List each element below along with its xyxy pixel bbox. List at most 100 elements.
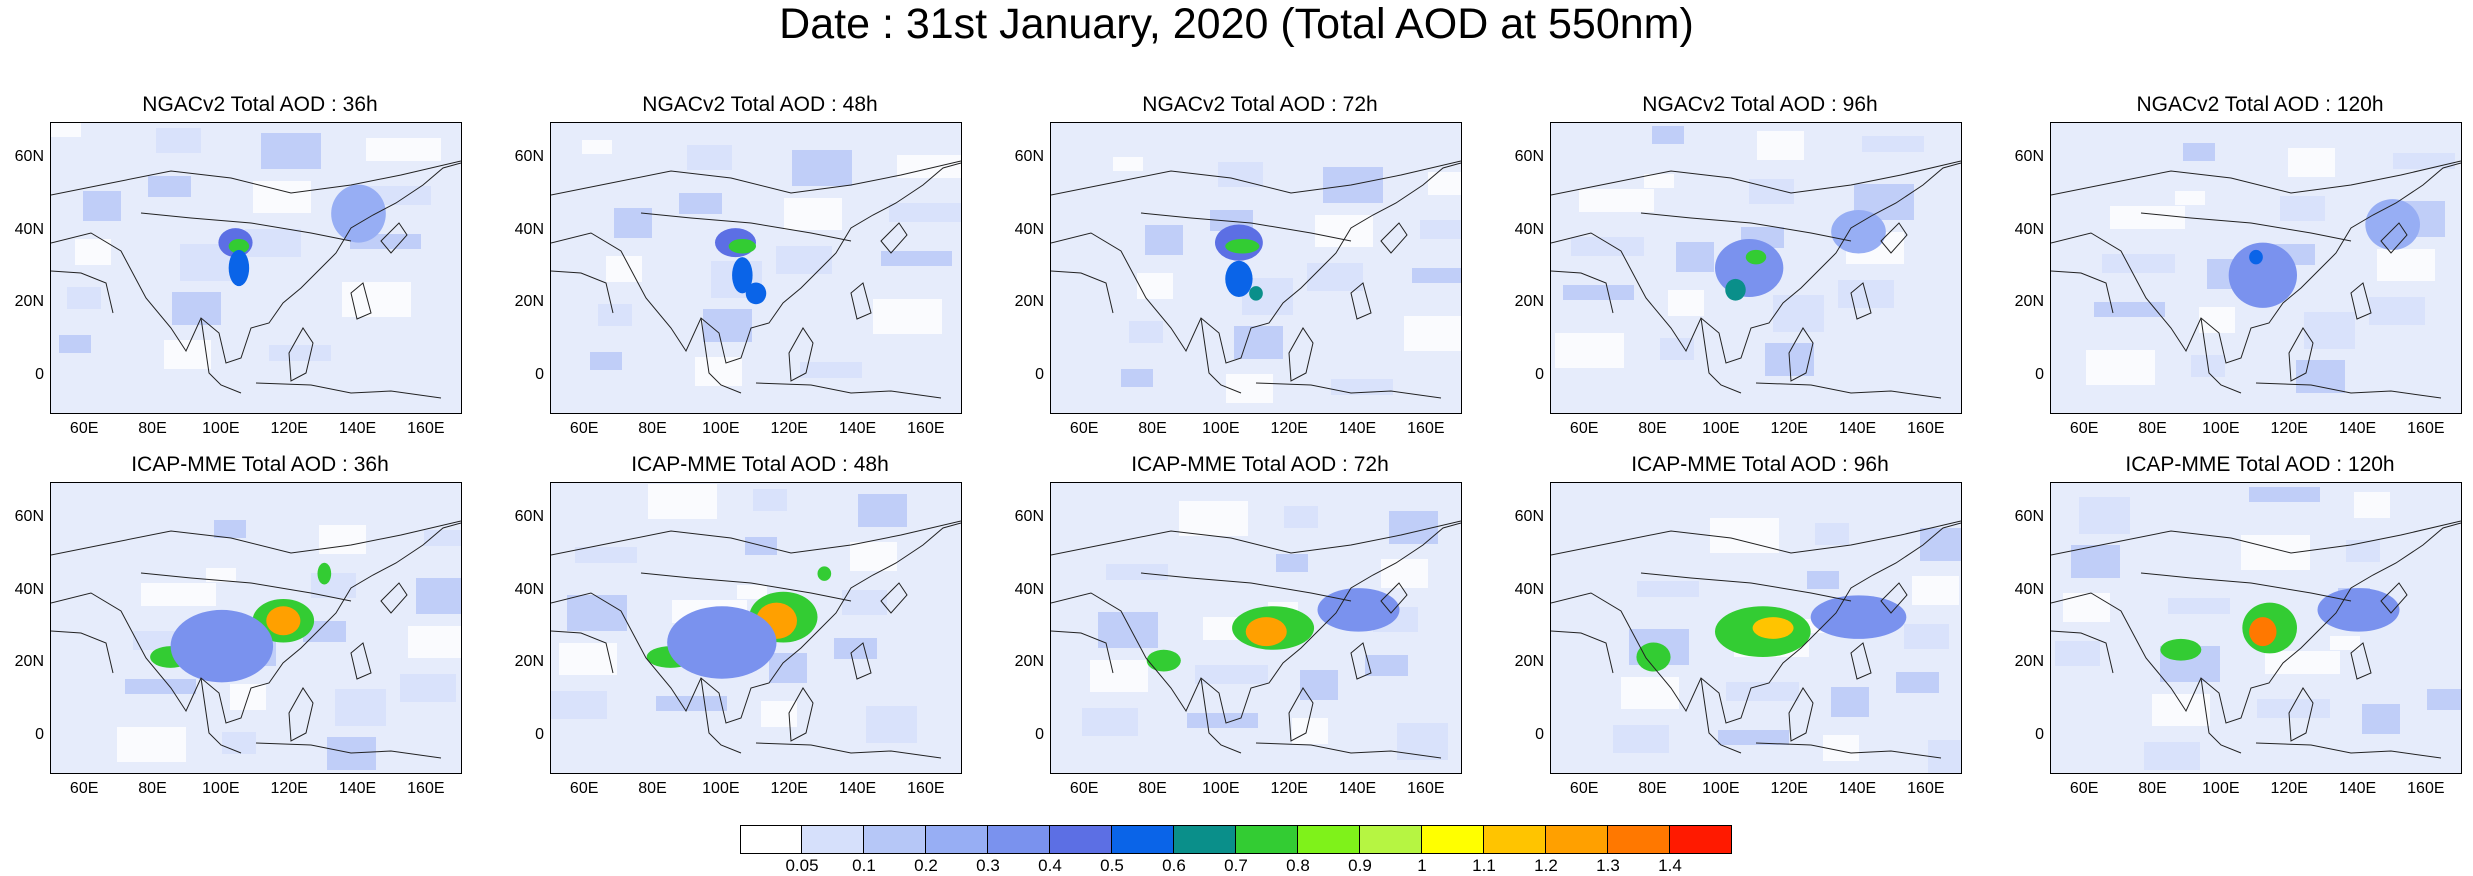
coastline bbox=[2350, 282, 2372, 320]
aod-plume bbox=[317, 562, 332, 585]
panel-title: ICAP-MME Total AOD : 96h bbox=[1631, 453, 1889, 476]
aod-plume bbox=[1725, 278, 1746, 301]
lon-tick-label: 80E bbox=[1138, 420, 1167, 437]
aod-field-patch bbox=[1555, 333, 1624, 368]
aod-field-patch bbox=[2055, 641, 2100, 666]
coastline bbox=[850, 282, 872, 320]
aod-field-patch bbox=[2071, 545, 2120, 578]
aod-field-patch bbox=[575, 547, 637, 563]
lon-tick-label: 60E bbox=[1569, 780, 1599, 797]
lat-tick-label: 0 bbox=[35, 725, 44, 743]
coastline bbox=[850, 642, 872, 680]
coastline bbox=[51, 160, 461, 196]
coastline bbox=[380, 222, 408, 254]
lon-tick-label: 160E bbox=[1407, 780, 1445, 797]
aod-field-patch bbox=[703, 309, 752, 342]
coastline bbox=[1640, 212, 1852, 242]
lon-tick-label: 60E bbox=[69, 780, 99, 797]
aod-field-patch bbox=[551, 691, 607, 719]
aod-plume bbox=[667, 606, 777, 679]
aod-field-patch bbox=[1389, 511, 1438, 544]
panel-title: NGACv2 Total AOD : 36h bbox=[142, 93, 378, 116]
aod-field-patch bbox=[416, 578, 461, 614]
figure-title: Date : 31st January, 2020 (Total AOD at … bbox=[779, 0, 1694, 48]
coastline bbox=[1640, 572, 1852, 602]
aod-plume bbox=[1636, 642, 1671, 672]
coastline bbox=[2051, 162, 2461, 364]
aod-plume bbox=[170, 609, 274, 683]
coastline bbox=[255, 742, 442, 759]
coastline bbox=[1051, 270, 1114, 314]
lon-tick-label: 140E bbox=[1338, 780, 1377, 797]
lon-tick-label: 120E bbox=[1770, 780, 1808, 797]
aod-plume bbox=[1249, 286, 1263, 301]
aod-field-patch bbox=[1381, 559, 1428, 588]
aod-field-patch bbox=[897, 155, 961, 178]
lat-tick-label: 0 bbox=[2035, 725, 2044, 743]
coastline bbox=[755, 382, 942, 399]
coastline bbox=[1551, 162, 1961, 364]
aod-field-patch bbox=[206, 568, 236, 582]
coastline bbox=[1700, 317, 1742, 394]
aod-field-patch bbox=[559, 643, 617, 675]
aod-field-patch bbox=[2257, 699, 2330, 718]
aod-field-patch bbox=[1579, 189, 1654, 212]
colorbar-bin bbox=[1236, 825, 1298, 854]
coastline bbox=[1051, 520, 1461, 556]
aod-field-patch bbox=[687, 145, 732, 170]
lon-tick-label: 60E bbox=[1569, 420, 1599, 437]
lon-tick-label: 80E bbox=[2138, 780, 2167, 797]
aod-field-patch bbox=[582, 140, 612, 154]
aod-field-patch bbox=[1621, 677, 1679, 709]
coastline bbox=[1551, 522, 1961, 724]
coastline bbox=[2380, 582, 2408, 614]
coastline bbox=[1255, 382, 1442, 399]
lon-tick-label: 120E bbox=[770, 420, 808, 437]
panel-title: NGACv2 Total AOD : 72h bbox=[1142, 93, 1378, 116]
colorbar-frame bbox=[740, 825, 1732, 854]
aod-field-patch bbox=[269, 345, 331, 361]
coastline bbox=[2350, 642, 2372, 680]
aod-plume bbox=[2249, 249, 2263, 265]
coastline bbox=[51, 630, 114, 674]
aod-map bbox=[1550, 122, 1962, 414]
aod-plume bbox=[732, 257, 753, 294]
lon-tick-label: 160E bbox=[1907, 780, 1945, 797]
aod-field-patch bbox=[2086, 350, 2155, 385]
lon-tick-label: 80E bbox=[1638, 780, 1667, 797]
aod-field-patch bbox=[1412, 268, 1461, 283]
colorbar-label: 0.8 bbox=[1286, 856, 1310, 875]
lon-tick-label: 140E bbox=[2338, 780, 2377, 797]
aod-field-patch bbox=[1284, 506, 1318, 528]
lon-tick-label: 120E bbox=[2270, 420, 2308, 437]
aod-plume bbox=[1831, 210, 1886, 254]
aod-plume bbox=[228, 239, 250, 254]
coastline bbox=[1788, 327, 1814, 382]
aod-field-patch bbox=[1090, 660, 1148, 692]
lat-tick-label: 20N bbox=[514, 293, 544, 311]
aod-plume bbox=[266, 606, 301, 636]
lat-tick-label: 20N bbox=[2014, 653, 2044, 671]
lon-tick-label: 140E bbox=[338, 420, 377, 437]
aod-field-patch bbox=[2427, 689, 2461, 710]
aod-field-patch bbox=[1862, 136, 1924, 152]
aod-field-patch bbox=[1226, 374, 1273, 403]
lon-tick-label: 140E bbox=[838, 780, 877, 797]
lat-tick-label: 40N bbox=[2014, 220, 2044, 238]
aod-field-patch bbox=[319, 525, 366, 554]
aod-map bbox=[1050, 122, 1462, 414]
coastline bbox=[51, 522, 461, 724]
aod-field-patch bbox=[1098, 612, 1158, 648]
aod-field-patch bbox=[342, 282, 411, 317]
panel-title: NGACv2 Total AOD : 48h bbox=[642, 93, 878, 116]
aod-plume bbox=[1317, 588, 1400, 632]
aod-field-patch bbox=[245, 229, 301, 257]
colorbar-label: 1.4 bbox=[1658, 856, 1682, 875]
lon-tick-label: 100E bbox=[1202, 420, 1240, 437]
aod-field-patch bbox=[1749, 179, 1794, 204]
aod-field-patch bbox=[1652, 126, 1684, 144]
aod-map bbox=[50, 482, 462, 774]
lat-tick-label: 40N bbox=[1514, 580, 1544, 598]
lat-tick-label: 40N bbox=[514, 580, 544, 598]
aod-field-patch bbox=[2183, 143, 2215, 161]
